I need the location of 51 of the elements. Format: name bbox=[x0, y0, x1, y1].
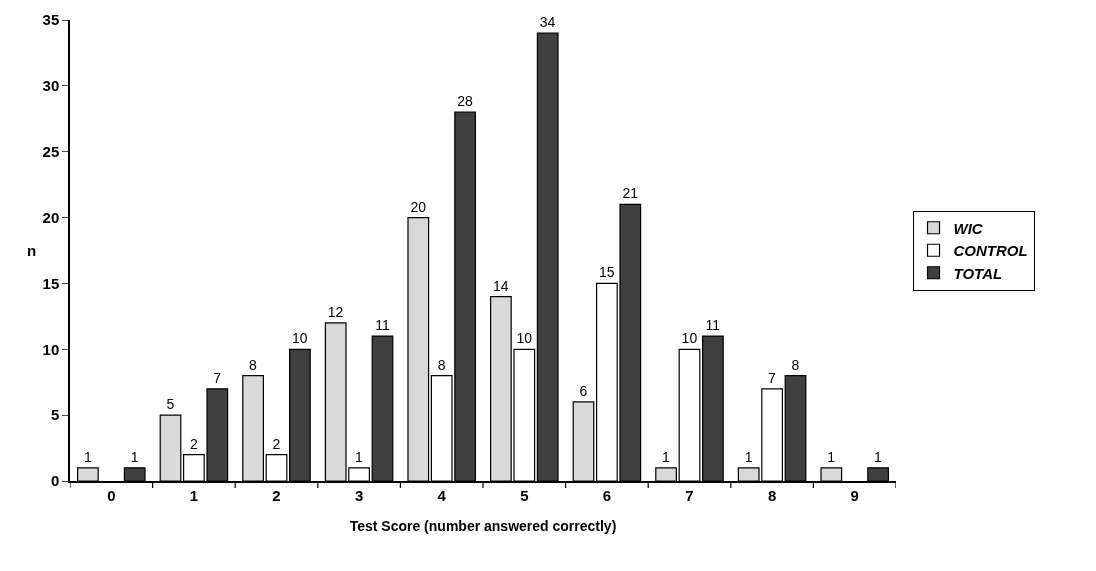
data-label: 21 bbox=[622, 185, 639, 202]
x-tick-label: 1 bbox=[189, 486, 199, 504]
x-tick-label: 0 bbox=[107, 486, 116, 504]
data-label: 8 bbox=[437, 356, 446, 373]
data-label: 1 bbox=[744, 448, 753, 465]
data-label: 7 bbox=[213, 369, 222, 386]
y-tick-label: 25 bbox=[42, 142, 60, 160]
data-label: 14 bbox=[493, 277, 509, 294]
data-label: 34 bbox=[539, 14, 556, 31]
x-tick-label: 8 bbox=[767, 486, 777, 504]
data-label: 28 bbox=[457, 93, 473, 110]
data-label: 11 bbox=[705, 317, 721, 334]
x-tick-label: 6 bbox=[602, 486, 612, 504]
legend-label: CONTROL bbox=[953, 242, 1028, 260]
data-label: 5 bbox=[166, 396, 175, 413]
data-label: 8 bbox=[249, 356, 258, 373]
data-label: 20 bbox=[410, 198, 427, 215]
y-tick-label: 20 bbox=[42, 208, 60, 226]
y-tick-label: 5 bbox=[50, 406, 60, 424]
data-label: 1 bbox=[130, 448, 139, 465]
x-axis-title: Test Score (number answered correctly) bbox=[349, 517, 617, 534]
data-label: 12 bbox=[327, 303, 344, 320]
legend-label: WIC bbox=[953, 219, 984, 237]
data-label: 10 bbox=[681, 330, 698, 347]
y-tick-label: 35 bbox=[42, 11, 60, 29]
x-tick-label: 9 bbox=[850, 486, 859, 504]
y-tick-label: 10 bbox=[42, 340, 60, 358]
y-axis-title: n bbox=[27, 242, 37, 259]
data-label: 10 bbox=[516, 330, 533, 347]
data-label: 1 bbox=[662, 448, 671, 465]
data-label: 2 bbox=[272, 435, 281, 452]
data-label: 8 bbox=[791, 356, 800, 373]
data-label: 7 bbox=[768, 369, 777, 386]
data-label: 10 bbox=[292, 330, 308, 347]
x-tick-label: 2 bbox=[272, 486, 281, 504]
data-label: 1 bbox=[874, 448, 883, 465]
data-label: 2 bbox=[189, 435, 198, 452]
x-tick-label: 5 bbox=[520, 486, 529, 504]
x-tick-label: 4 bbox=[437, 486, 447, 504]
data-label: 1 bbox=[827, 448, 836, 465]
y-tick-label: 30 bbox=[42, 77, 60, 95]
y-tick-label: 0 bbox=[50, 472, 60, 490]
data-label: 1 bbox=[355, 448, 364, 465]
data-label: 6 bbox=[579, 382, 588, 399]
data-label: 1 bbox=[83, 448, 92, 465]
data-label: 15 bbox=[599, 264, 615, 281]
x-tick-label: 3 bbox=[354, 486, 364, 504]
y-tick-label: 15 bbox=[42, 274, 60, 292]
x-tick-label: 7 bbox=[685, 486, 694, 504]
data-label: 11 bbox=[375, 317, 390, 334]
legend-label: TOTAL bbox=[953, 264, 1003, 282]
